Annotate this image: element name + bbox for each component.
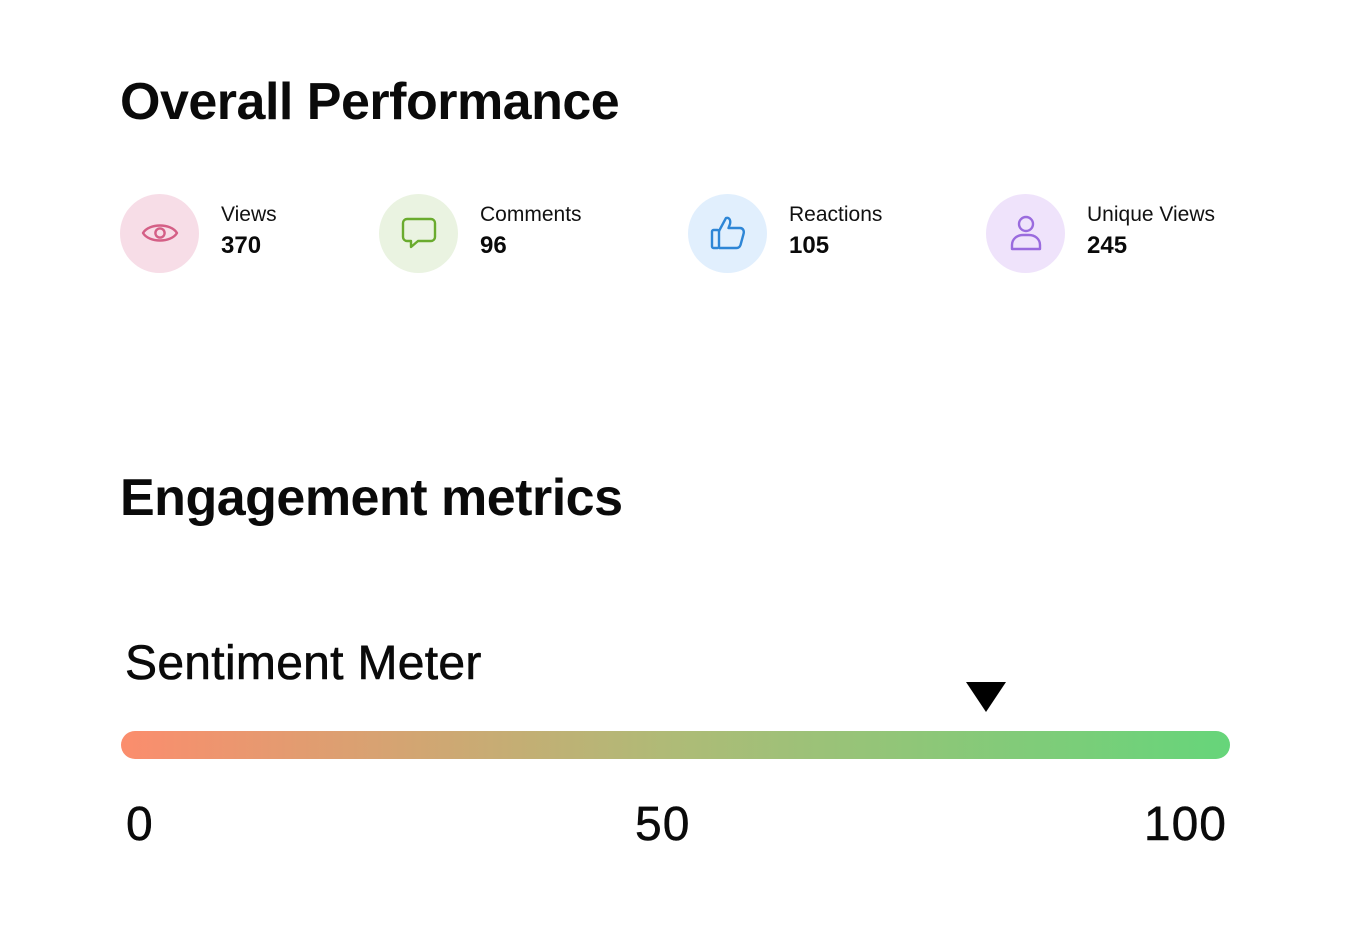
stat-value: 370	[221, 232, 262, 259]
stat-comments: Comments 96	[379, 193, 582, 273]
stat-label: Comments	[480, 203, 582, 226]
speech-bubble-icon	[401, 217, 436, 249]
engagement-metrics-title: Engagement metrics	[120, 469, 623, 527]
tick-label-mid: 50	[635, 798, 691, 851]
stat-value: 105	[789, 232, 830, 259]
stat-value: 96	[480, 232, 507, 259]
unique-views-icon-badge	[986, 193, 1065, 273]
sentiment-gradient-bar	[121, 731, 1230, 759]
sentiment-meter-title: Sentiment Meter	[125, 637, 482, 690]
sentiment-marker-icon	[966, 682, 1007, 712]
stat-reactions: Reactions 105	[688, 193, 882, 273]
thumbs-up-icon	[710, 216, 745, 250]
stat-label: Views	[221, 203, 277, 226]
user-icon	[1010, 215, 1041, 251]
views-icon-badge	[120, 193, 199, 273]
stat-views: Views 370	[120, 193, 277, 273]
comments-icon-badge	[379, 193, 458, 273]
tick-label-min: 0	[126, 798, 154, 851]
stat-label: Unique Views	[1087, 203, 1216, 226]
overall-stats-row: Views 370 Comments 96 Reactions 105	[0, 193, 1347, 273]
stat-unique-views: Unique Views 245	[986, 193, 1215, 273]
eye-icon	[141, 224, 178, 242]
overall-performance-title: Overall Performance	[120, 73, 620, 131]
stat-label: Reactions	[789, 203, 883, 226]
reactions-icon-badge	[688, 193, 767, 273]
tick-label-max: 100	[1143, 798, 1227, 851]
stat-value: 245	[1087, 232, 1128, 259]
